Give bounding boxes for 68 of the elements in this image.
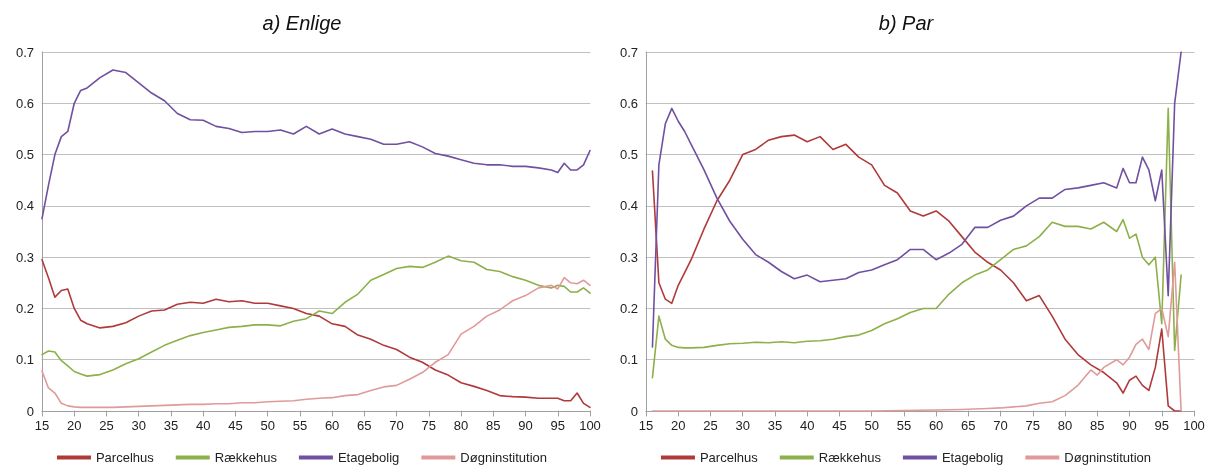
legend-label: Etagebolig <box>941 450 1004 465</box>
y-tick-label: 0.2 <box>15 300 34 316</box>
x-tick-label: 80 <box>453 418 469 433</box>
x-tick-label: 45 <box>832 418 847 433</box>
x-tick-label: 40 <box>195 418 211 433</box>
legend-label: Døgninstitution <box>460 450 548 465</box>
x-tick-label: 55 <box>292 418 308 433</box>
x-tick-label: 75 <box>421 418 437 433</box>
line-series <box>651 107 1182 379</box>
x-tick-label: 70 <box>389 418 404 433</box>
line-series <box>651 261 1182 412</box>
chart-title: b) Par <box>878 12 935 34</box>
legend-label: Etagebolig <box>337 450 400 465</box>
y-tick-label: 0.5 <box>619 147 638 163</box>
y-tick-label: 0.6 <box>15 95 34 111</box>
x-tick-label: 30 <box>131 418 146 433</box>
legend-label: Rækkehus <box>214 450 278 465</box>
x-tick-label: 55 <box>896 418 912 433</box>
y-tick-label: 0.2 <box>619 300 638 316</box>
y-tick-label: 0.5 <box>15 147 34 163</box>
legend-label: Døgninstitution <box>1064 450 1152 465</box>
x-tick-label: 50 <box>260 418 275 433</box>
chart-title: a) Enlige <box>262 12 342 34</box>
x-tick-label: 90 <box>518 418 533 433</box>
x-tick-label: 80 <box>1057 418 1073 433</box>
y-tick-label: 0.6 <box>619 95 638 111</box>
y-tick-label: 0 <box>26 403 34 419</box>
x-tick-label: 60 <box>324 418 340 433</box>
y-tick-label: 0.4 <box>15 198 34 214</box>
x-tick-label: 100 <box>579 418 601 433</box>
x-tick-label: 25 <box>99 418 114 433</box>
legend-label: Parcelhus <box>95 450 155 465</box>
x-tick-label: 35 <box>163 418 179 433</box>
x-tick-label: 20 <box>671 418 686 433</box>
x-tick-label: 100 <box>1183 418 1205 433</box>
x-tick-label: 60 <box>928 418 944 433</box>
x-tick-label: 85 <box>1090 418 1105 433</box>
y-tick-label: 0.7 <box>619 44 638 60</box>
y-tick-label: 0 <box>630 403 638 419</box>
y-tick-label: 0.1 <box>15 352 34 368</box>
line-series <box>41 69 591 220</box>
line-series <box>41 255 591 377</box>
x-tick-label: 95 <box>550 418 565 433</box>
x-tick-label: 85 <box>486 418 501 433</box>
x-tick-label: 35 <box>767 418 783 433</box>
line-series <box>651 51 1182 348</box>
x-tick-label: 15 <box>34 418 50 433</box>
x-tick-label: 75 <box>1025 418 1041 433</box>
y-tick-label: 0.3 <box>619 249 638 265</box>
x-tick-label: 70 <box>993 418 1008 433</box>
y-tick-label: 0.7 <box>15 44 34 60</box>
y-tick-label: 0.3 <box>15 249 34 265</box>
x-tick-label: 95 <box>1154 418 1169 433</box>
x-tick-label: 65 <box>357 418 372 433</box>
legend-label: Rækkehus <box>818 450 882 465</box>
x-tick-label: 15 <box>638 418 654 433</box>
y-tick-label: 0.4 <box>619 198 638 214</box>
x-tick-label: 30 <box>735 418 750 433</box>
x-tick-label: 25 <box>703 418 718 433</box>
line-series <box>651 134 1182 412</box>
y-tick-label: 0.1 <box>619 352 638 368</box>
x-tick-label: 65 <box>961 418 976 433</box>
legend-label: Parcelhus <box>699 450 759 465</box>
x-tick-label: 20 <box>67 418 82 433</box>
x-tick-label: 45 <box>228 418 243 433</box>
x-tick-label: 50 <box>864 418 879 433</box>
x-tick-label: 90 <box>1122 418 1137 433</box>
x-tick-label: 40 <box>799 418 815 433</box>
